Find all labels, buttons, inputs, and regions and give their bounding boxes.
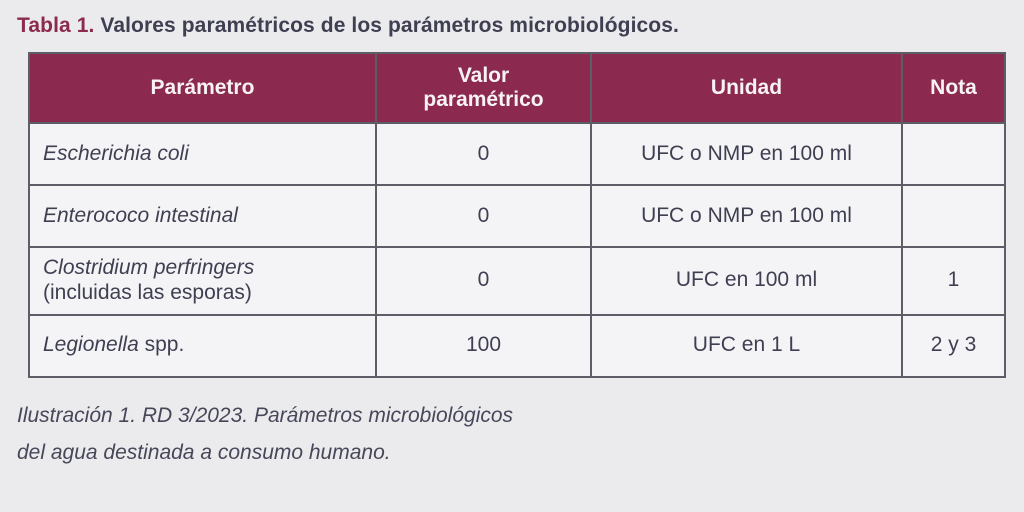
cell-valor-parametrico: 0 [375,184,592,248]
figure-caption-line-1: Ilustración 1. RD 3/2023. Parámetros mic… [17,403,514,427]
cell-nota [901,184,1006,248]
parametro-name: Escherichia coli [43,141,189,165]
figure-caption-line-2: del agua destinada a consumo humano. [17,440,391,464]
header-parametro: Parámetro [28,52,377,124]
table-title: Tabla 1. Valores paramétricos de los par… [17,14,1024,38]
table-title-text: Valores paramétricos de los parámetros m… [94,14,679,37]
cell-parametro: Escherichia coli [28,122,377,186]
parametro-name: Legionella [43,333,139,357]
header-nota: Nota [901,52,1006,124]
parametro-name: Enterococo intestinal [43,203,238,227]
cell-parametro: Legionella spp. [28,313,377,378]
cell-unidad: UFC en 1 L [590,313,903,378]
parametro-name-suffix: spp. [144,333,185,357]
cell-nota: 2 y 3 [901,313,1006,378]
parametro-name-suffix: (incluidas las esporas) [43,280,252,304]
cell-valor-parametrico: 0 [375,122,592,186]
header-unidad: Unidad [590,52,903,124]
table-title-number: Tabla 1. [17,14,95,37]
cell-unidad: UFC en 100 ml [590,246,903,316]
parametric-values-table: Parámetro Valor paramétrico Unidad Nota … [28,52,1006,378]
cell-unidad: UFC o NMP en 100 ml [590,122,903,186]
cell-nota: 1 [901,246,1006,316]
cell-unidad: UFC o NMP en 100 ml [590,184,903,248]
table-row: Enterococo intestinal 0 UFC o NMP en 100 m… [28,184,1006,248]
cell-parametro: Clostridium perfringers (incluidas las es… [28,246,377,316]
cell-valor-parametrico: 100 [375,313,592,378]
table-header-row: Parámetro Valor paramétrico Unidad Nota [28,52,1006,124]
table-row: Clostridium perfringers (incluidas las es… [28,246,1006,316]
cell-nota [901,122,1006,186]
header-valor-parametrico: Valor paramétrico [375,52,592,124]
cell-parametro: Enterococo intestinal [28,184,377,248]
cell-valor-parametrico: 0 [375,246,592,316]
table-row: Escherichia coli 0 UFC o NMP en 100 ml [28,122,1006,186]
figure-caption: Ilustración 1. RD 3/2023. Parámetros mic… [17,405,1024,463]
parametro-name: Clostridium perfringers [43,256,255,279]
table-body: Escherichia coli 0 UFC o NMP en 100 ml Ente… [28,122,1006,378]
